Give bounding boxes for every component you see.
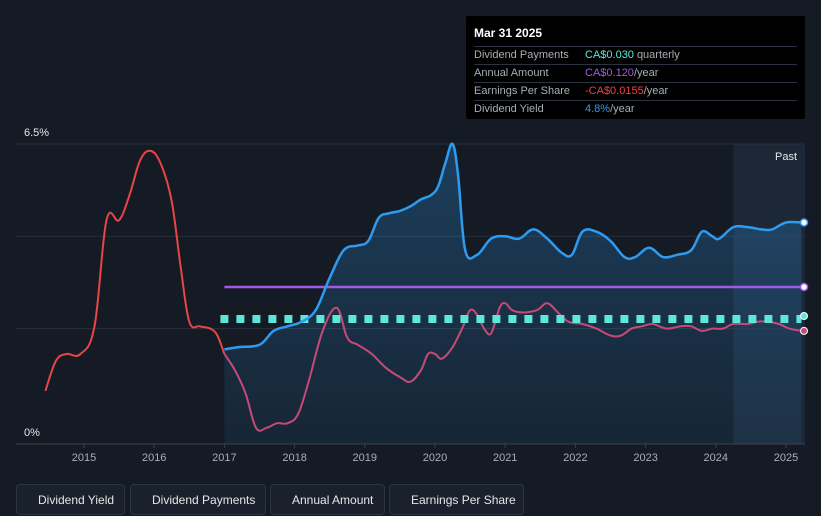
x-tick-label: 2018 xyxy=(282,452,306,464)
tooltip-unit: /year xyxy=(610,103,635,115)
x-tick-label: 2023 xyxy=(633,452,657,464)
x-tick-label: 2021 xyxy=(493,452,517,464)
x-tick-label: 2024 xyxy=(704,452,728,464)
legend-earnings-per-share[interactable]: Earnings Per Share xyxy=(389,484,524,515)
tooltip-row-earnings-per-share: Earnings Per Share -CA$0.0155 /year xyxy=(474,82,797,100)
legend-dividend-yield[interactable]: Dividend Yield xyxy=(16,484,125,515)
legend-dividend-payments[interactable]: Dividend Payments xyxy=(130,484,266,515)
tooltip-value: -CA$0.0155 xyxy=(585,85,644,97)
x-tick-label: 2020 xyxy=(423,452,447,464)
y-tick-label: 6.5% xyxy=(24,127,49,139)
x-tick-label: 2025 xyxy=(774,452,798,464)
tooltip-unit: /year xyxy=(633,67,659,79)
x-tick-label: 2022 xyxy=(563,452,587,464)
legend-label: Dividend Yield xyxy=(38,492,115,507)
tooltip-unit: quarterly xyxy=(636,49,680,61)
legend-label: Dividend Payments xyxy=(152,492,256,507)
tooltip-value: CA$0.120 xyxy=(585,67,634,79)
eps-line-negative xyxy=(44,149,226,392)
tooltip-value: CA$0.030 xyxy=(585,49,634,61)
annual-amount-marker xyxy=(799,282,809,292)
tooltip-row-dividend-yield: Dividend Yield 4.8% /year xyxy=(474,100,797,118)
x-tick-label: 2015 xyxy=(72,452,96,464)
past-label: Past xyxy=(775,151,797,163)
legend-label: Earnings Per Share xyxy=(411,492,516,507)
tooltip-label: Annual Amount xyxy=(474,67,549,79)
tooltip-row-annual-amount: Annual Amount CA$0.120 /year xyxy=(474,64,797,82)
tooltip-label: Dividend Payments xyxy=(474,49,569,61)
legend-annual-amount[interactable]: Annual Amount xyxy=(270,484,385,515)
eps-marker xyxy=(800,326,808,335)
tooltip-value: 4.8% xyxy=(585,103,611,115)
dividend-yield-marker xyxy=(799,218,809,227)
tooltip-date: Mar 31 2025 xyxy=(474,26,543,40)
tooltip-row-dividend-payments: Dividend Payments CA$0.030 quarterly xyxy=(474,46,797,64)
x-tick-label: 2019 xyxy=(353,452,377,464)
dividend-yield-area xyxy=(224,143,802,444)
eps-line xyxy=(223,301,802,432)
legend-label: Annual Amount xyxy=(292,492,374,507)
tooltip-unit: /year xyxy=(643,85,669,97)
tooltip-label: Dividend Yield xyxy=(474,103,544,115)
y-tick-label: 0% xyxy=(24,427,40,439)
data-tooltip: Mar 31 2025 Dividend Payments CA$0.030 q… xyxy=(466,16,805,119)
dividend-payments-marker xyxy=(800,312,808,320)
tooltip-label: Earnings Per Share xyxy=(474,85,570,97)
x-tick-label: 2016 xyxy=(142,452,166,464)
dividend-yield-line xyxy=(224,142,802,351)
x-tick-label: 2017 xyxy=(212,452,236,464)
